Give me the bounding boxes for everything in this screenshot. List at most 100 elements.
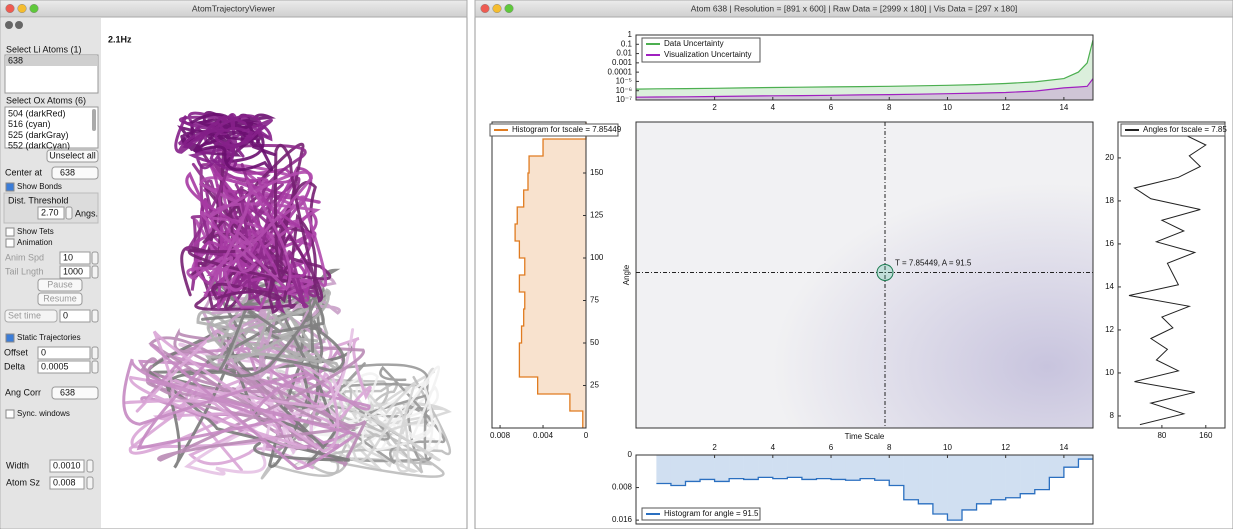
sync-checkbox[interactable] <box>5 409 15 419</box>
close-icon[interactable] <box>5 21 13 29</box>
legend <box>641 507 761 521</box>
trajectory <box>310 375 451 478</box>
y-tick-label: 75 <box>590 296 599 305</box>
dist-field[interactable] <box>37 206 65 220</box>
stepper[interactable] <box>91 309 99 323</box>
stepper[interactable] <box>65 206 73 220</box>
y-tick-label: 10 <box>1105 368 1114 377</box>
atom-size-field[interactable] <box>49 476 85 490</box>
animation-checkbox[interactable] <box>5 238 15 248</box>
histogram-bar <box>519 343 586 360</box>
ox-atoms-list[interactable] <box>4 106 99 149</box>
y-tick-label: 0.008 <box>612 483 633 492</box>
histogram-bar <box>787 455 802 478</box>
ang-corr-label: Ang Corr <box>5 387 41 397</box>
ox-atom-item[interactable]: 525 (darkGray) <box>8 130 69 140</box>
histogram-bar <box>831 455 846 480</box>
histogram-bar <box>524 292 586 309</box>
trajectory <box>282 384 439 455</box>
stepper[interactable] <box>86 476 94 490</box>
stepper[interactable] <box>91 265 99 279</box>
float-icon[interactable] <box>15 21 23 29</box>
x-tick-label: 2 <box>712 103 717 112</box>
histogram-bar <box>582 411 586 428</box>
pause-button[interactable] <box>37 278 83 292</box>
histogram-bar <box>524 258 586 275</box>
offset-field[interactable] <box>37 346 91 360</box>
center-combo[interactable] <box>51 166 99 180</box>
y-tick-label: 25 <box>590 381 599 390</box>
histogram-bar <box>991 455 1006 500</box>
delta-field[interactable] <box>37 360 91 374</box>
window-button[interactable] <box>480 3 490 14</box>
ox-atom-item[interactable]: 516 (cyan) <box>8 119 51 129</box>
scrollbar <box>92 109 96 131</box>
set-time-field[interactable] <box>59 309 91 323</box>
histogram-bar <box>932 455 948 515</box>
series-line <box>635 39 1094 90</box>
histogram-bar <box>903 455 919 500</box>
ang-corr-combo[interactable] <box>51 386 99 400</box>
y-tick-label: 0.1 <box>621 39 633 48</box>
trajectory <box>187 143 324 303</box>
y-tick-label: 16 <box>1105 239 1114 248</box>
histogram-bar <box>714 455 730 482</box>
histogram-bar <box>801 455 817 480</box>
dist-field-text: 2.70 <box>41 207 59 217</box>
area-fill <box>636 78 1093 100</box>
trajectory <box>205 283 331 367</box>
static-trajectories-checkbox-label: Static Trajectories <box>17 333 81 342</box>
histogram-bar <box>685 455 701 482</box>
x-tick-label: 0.008 <box>490 431 511 440</box>
histogram-bar <box>758 455 773 478</box>
trajectory <box>174 114 267 154</box>
window-button[interactable] <box>5 3 15 14</box>
cursor-annotation: T = 7.85449, A = 91.5 <box>895 259 972 268</box>
y-tick-label: 12 <box>1105 325 1114 334</box>
histogram-bar <box>743 455 759 480</box>
y-tick-label: 10⁻⁶ <box>616 86 632 95</box>
static-trajectories-checkbox[interactable] <box>5 333 15 343</box>
ang-corr-value: 638 <box>60 387 75 397</box>
ox-atom-item[interactable]: 504 (darkRed) <box>8 108 66 118</box>
histogram-bar <box>569 394 586 411</box>
window-button[interactable] <box>17 3 27 14</box>
window-button[interactable] <box>492 3 502 14</box>
stepper[interactable] <box>91 346 99 360</box>
x-tick-label: 14 <box>1059 443 1068 452</box>
unselect-button[interactable] <box>46 149 99 163</box>
x-tick-label: 0.004 <box>533 431 554 440</box>
ox-atom-item[interactable]: 552 (darkCyan) <box>8 140 70 150</box>
trajectory <box>185 171 315 285</box>
window-button[interactable] <box>504 3 514 14</box>
histogram-bar <box>889 455 904 486</box>
histogram-bar <box>700 455 715 480</box>
li-atom-selected[interactable] <box>6 56 97 66</box>
histogram-bar <box>527 173 586 190</box>
width-field[interactable] <box>49 459 85 473</box>
resume-button[interactable] <box>37 292 83 306</box>
show-tets-checkbox[interactable] <box>5 227 15 237</box>
stepper[interactable] <box>91 360 99 374</box>
atom-size-label: Atom Sz <box>6 477 41 487</box>
anim-speed-field[interactable] <box>59 251 91 265</box>
plot-frame <box>635 34 1094 101</box>
legend-label: Visualization Uncertainty <box>664 50 751 59</box>
cursor[interactable] <box>876 263 894 281</box>
tail-length-field[interactable] <box>59 265 91 279</box>
stepper[interactable] <box>86 459 94 473</box>
set-time-button[interactable] <box>4 309 58 323</box>
plot-frame <box>635 454 1094 525</box>
unselect-button-label: Unselect all <box>49 150 96 160</box>
window-title: Atom 638 | Resolution = [891 x 600] | Ra… <box>691 3 1018 13</box>
y-tick-label: 0.01 <box>616 49 632 58</box>
histogram-bar <box>656 455 671 484</box>
window-button[interactable] <box>29 3 39 14</box>
legend-label: Histogram for angle = 91.5 <box>664 509 759 518</box>
stepper[interactable] <box>91 251 99 265</box>
y-tick-label: 18 <box>1105 196 1114 205</box>
trajectory <box>124 327 340 454</box>
resume-button-label: Resume <box>43 293 77 303</box>
legend <box>641 37 761 63</box>
show-bonds-checkbox[interactable] <box>5 182 15 192</box>
